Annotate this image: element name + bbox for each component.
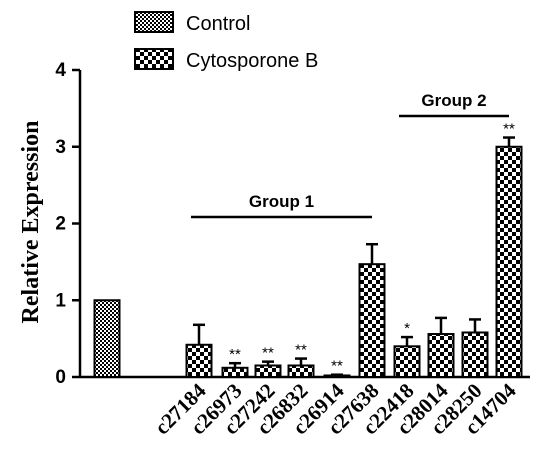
significance-c26832: ** [295,342,307,359]
bar-c14704 [495,145,523,378]
significance-c14704: ** [503,121,515,138]
legend-label-control: Control [186,13,250,35]
y-tick-label: 2 [55,214,66,235]
y-tick-label: 0 [55,367,66,388]
bar-control [93,299,121,378]
significance-c26973: ** [229,346,241,363]
significance-c26914: ** [331,358,343,375]
legend-swatch-cytosporone-b [134,48,174,70]
bar-c28250 [461,331,489,378]
group-brackets: Group 1 Group 2 [191,91,509,219]
significance-c27242: ** [262,345,274,362]
legend: Control Cytosporone B [134,11,318,72]
y-tick-label: 4 [55,60,66,81]
x-axis-tick-labels: c27184c26973c27242c26832c26914c27638c224… [150,378,521,439]
legend-item-control: Control [134,11,250,35]
legend-swatch-control [134,11,174,33]
y-axis-title: Relative Expression [18,121,44,324]
y-axis-ticks: 0 1 2 3 4 [55,60,80,388]
bar-c28014 [427,333,455,378]
bar-c26973 [221,366,249,379]
legend-label-cytosporone-b: Cytosporone B [186,50,318,72]
y-tick-label: 1 [55,290,66,311]
bar-c22418 [393,345,421,378]
bar-c27638 [358,263,386,378]
significance-c22418: * [404,320,410,337]
bar-c26832 [287,364,315,378]
group-label-2: Group 2 [421,91,486,110]
group-label-1: Group 1 [249,192,314,211]
bar-c27242 [254,364,282,378]
y-tick-label: 3 [55,137,66,158]
legend-item-cytosporone-b: Cytosporone B [134,48,318,72]
bar-c27184 [185,343,213,379]
bars: ** ** ******* [93,121,523,379]
